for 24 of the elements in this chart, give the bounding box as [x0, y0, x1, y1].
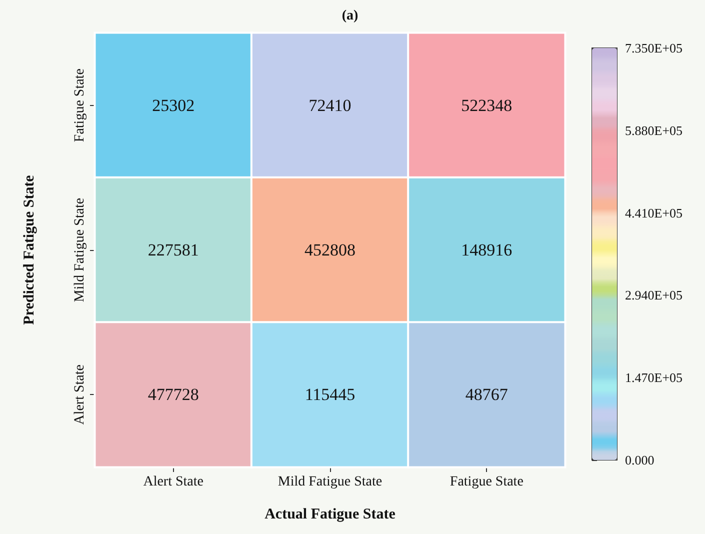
y-axis-title: Predicted Fatigue State [22, 174, 38, 325]
x-tick-label: Fatigue State [450, 474, 524, 490]
chart-title: (a) [342, 8, 358, 24]
color-bar-label: 4.410E+05 [625, 205, 683, 220]
data-label: 477728 [148, 385, 199, 404]
data-label: 148916 [461, 240, 512, 260]
x-tick-label: Alert State [143, 474, 204, 490]
y-tick-label: Mild Fatigue State [72, 198, 88, 302]
x-axis-title: Actual Fatigue State [264, 506, 396, 522]
data-label: 25302 [152, 96, 195, 115]
color-bar-label: 2.940E+05 [625, 288, 683, 303]
color-bar-label: 0.000 [625, 452, 654, 468]
data-label: 115445 [304, 385, 356, 404]
color-bar-label: 1.470E+05 [625, 370, 683, 386]
data-label: 72410 [308, 96, 352, 115]
y-tick-label: Alert State [72, 364, 88, 425]
color-bar-label: 7.350E+05 [625, 40, 683, 56]
data-label: 452808 [304, 240, 356, 260]
data-label: 227581 [148, 240, 199, 260]
data-label: 522348 [461, 96, 512, 115]
y-tick-label: Fatigue State [72, 68, 88, 142]
x-tick-label: Mild Fatigue State [278, 474, 382, 490]
color-bar-label: 5.880E+05 [625, 122, 683, 138]
data-label: 48767 [465, 385, 508, 404]
